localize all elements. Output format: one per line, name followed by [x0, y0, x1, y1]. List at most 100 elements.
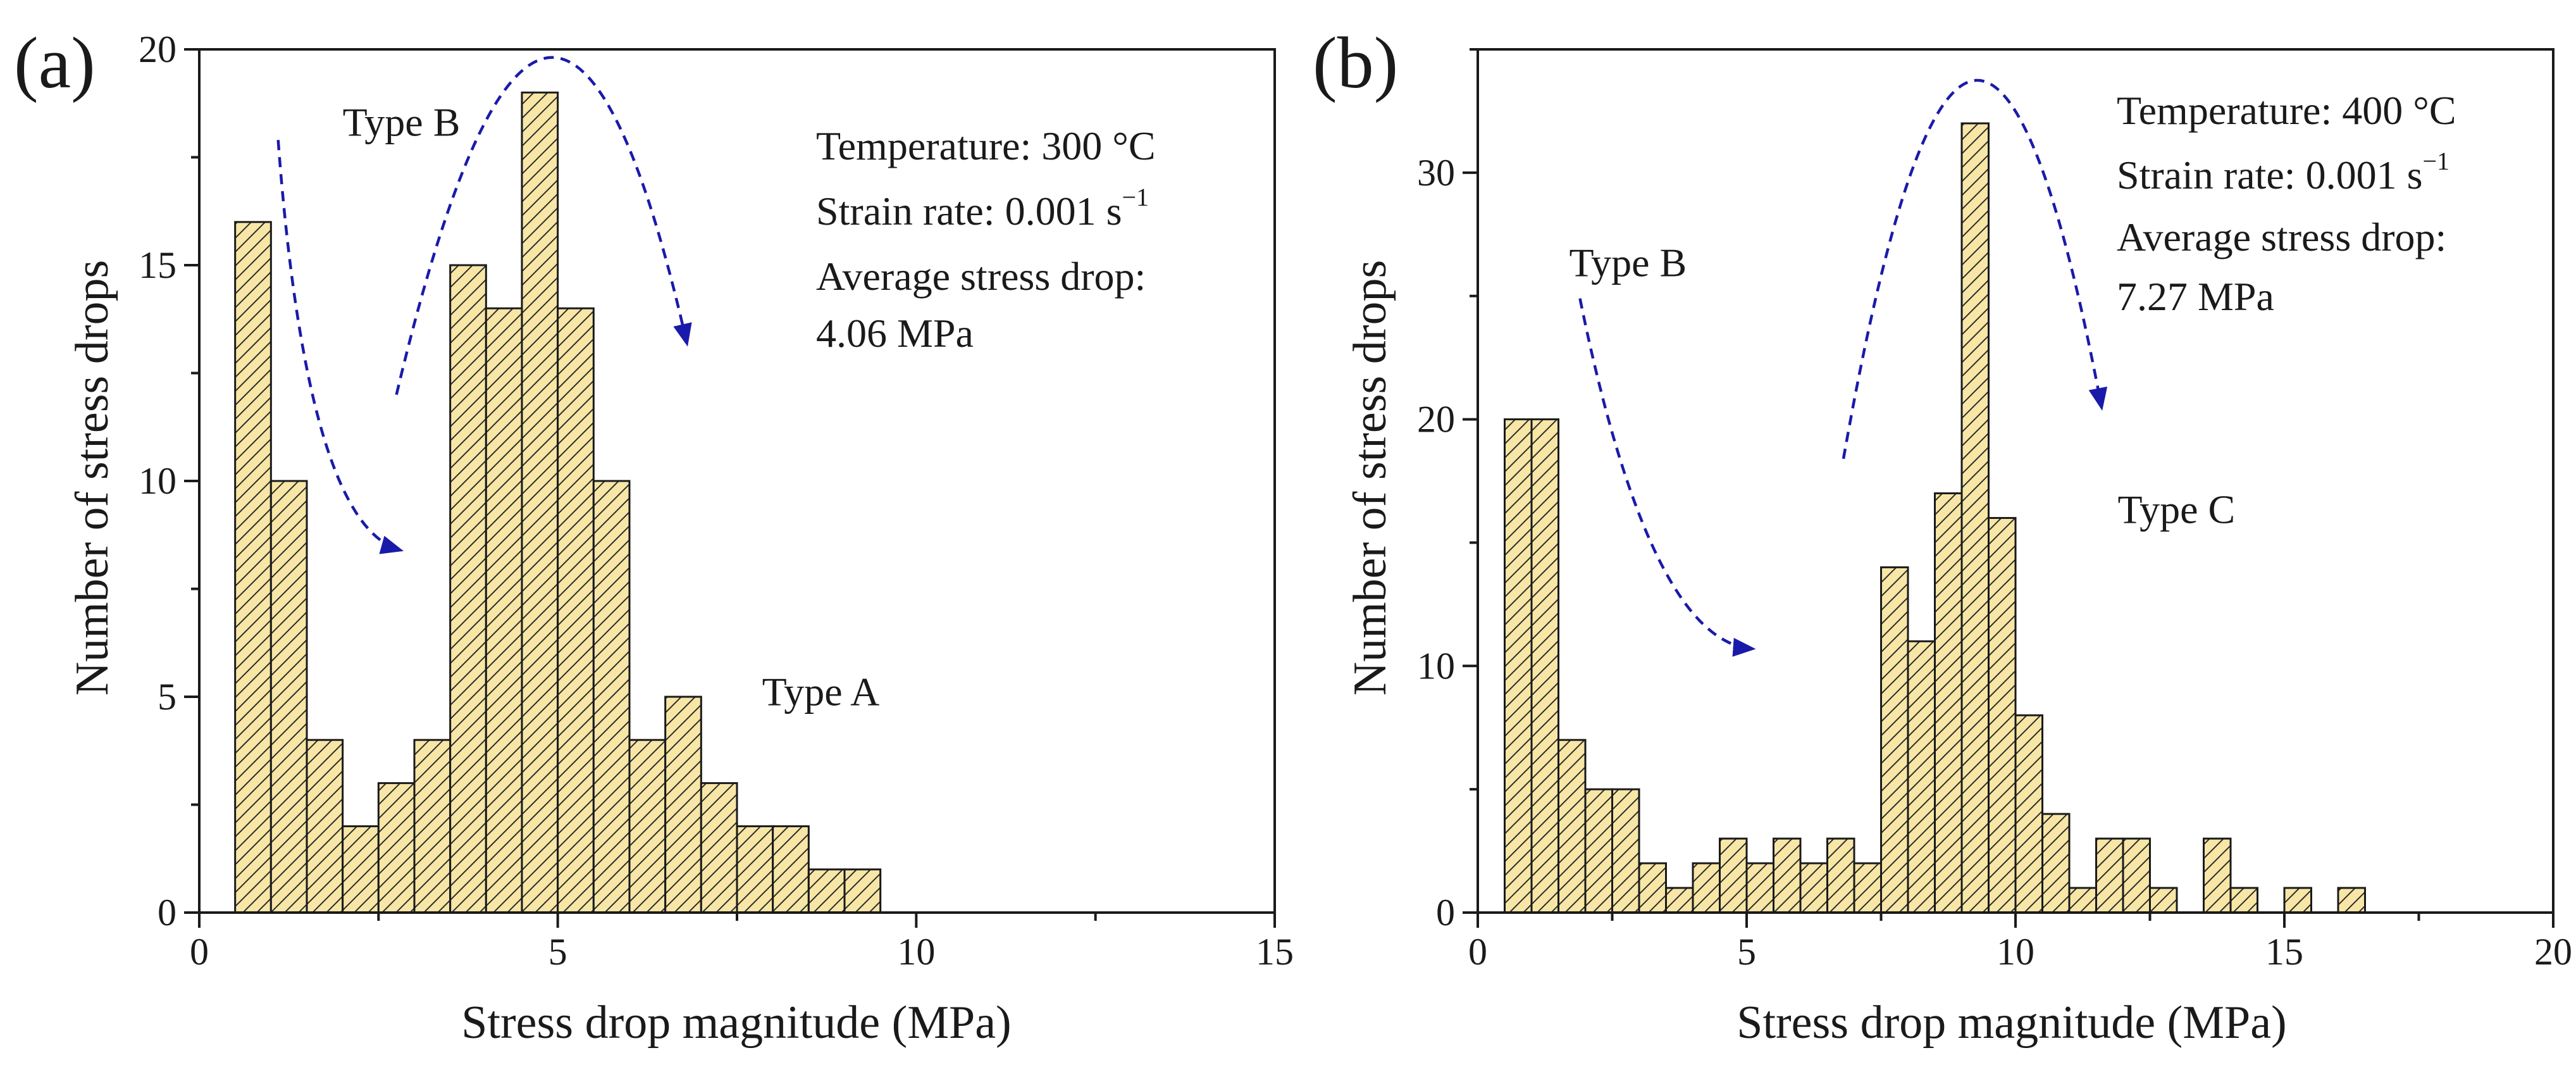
- chart-b-xlabel: Stress drop magnitude (MPa): [1737, 997, 2286, 1049]
- chart-a-bar-11: [628, 739, 667, 914]
- chart-a-info: Temperature: 300 °C Strain rate: 0.001 s…: [816, 123, 1156, 356]
- chart-a-ytick-label-4: 20: [139, 28, 176, 70]
- chart-b-xtick-label-2: 10: [1997, 931, 2034, 973]
- chart-a-strain-rate-exp: −1: [1122, 183, 1149, 211]
- chart-a-bar-0: [234, 221, 272, 914]
- chart-a-bar-3: [342, 825, 380, 914]
- chart-b-bar-10: [1773, 837, 1802, 914]
- chart-b-bar-3: [1584, 788, 1613, 914]
- chart-b-bar-22: [2095, 837, 2124, 914]
- chart-b-arrows: [1578, 78, 2108, 657]
- chart-b-avg-value: 7.27 MPa: [2117, 274, 2274, 319]
- chart-b-bar-25: [2203, 837, 2232, 914]
- chart-b-xtick-label-4: 20: [2534, 931, 2572, 973]
- chart-a-strain-rate-text: Strain rate: 0.001 s: [816, 189, 1122, 234]
- chart-a-xlabel: Stress drop magnitude (MPa): [461, 997, 1011, 1049]
- chart-a-bars: [234, 91, 882, 914]
- chart-b-bar-8: [1719, 837, 1748, 914]
- chart-b-bar-9: [1745, 862, 1774, 914]
- chart-b-annotation-1: Type C: [2118, 487, 2236, 532]
- chart-a-bar-7: [485, 307, 523, 914]
- chart-b-type-b-arrow: [1578, 298, 1756, 657]
- chart-b-bar-13: [1853, 862, 1882, 914]
- chart-a-bar-16: [807, 868, 846, 914]
- chart-b-bar-2: [1557, 739, 1587, 914]
- chart-b-annotations: Type B Type C: [1570, 240, 2236, 532]
- chart-a-avg-label: Average stress drop:: [816, 254, 1146, 299]
- chart-b-bar-18: [1988, 516, 2017, 914]
- chart-a-bar-10: [592, 480, 631, 914]
- chart-b-avg-label: Average stress drop:: [2117, 215, 2446, 259]
- chart-b-bar-4: [1611, 788, 1640, 914]
- chart-a-bar-8: [521, 91, 559, 914]
- chart-a-ytick-label-3: 15: [139, 244, 176, 286]
- chart-a-peak-arrow: [395, 56, 692, 396]
- chart-b-bar-0: [1504, 418, 1533, 914]
- chart-a-ylabel: Number of stress drops: [66, 260, 118, 696]
- chart-a-bar-5: [413, 739, 452, 914]
- chart-a-avg-value: 4.06 MPa: [816, 311, 974, 356]
- chart-b-bar-14: [1880, 566, 1909, 914]
- chart-a-ytick-label-0: 0: [158, 892, 176, 933]
- chart-a-yticks: 0 5 10 15 20: [139, 28, 199, 933]
- chart-a-bar-17: [843, 868, 882, 914]
- chart-a-bar-9: [557, 307, 595, 914]
- chart-a-annotations: Type B Type A: [343, 99, 880, 714]
- chart-a-ytick-label-2: 10: [139, 460, 176, 502]
- chart-a-bar-1: [269, 480, 308, 914]
- chart-a-xtick-label-3: 15: [1256, 931, 1294, 973]
- chart-b-bar-1: [1530, 418, 1559, 914]
- chart-a-xtick-label-2: 10: [897, 931, 935, 973]
- chart-b-bar-27: [2283, 887, 2312, 914]
- chart-b-bar-11: [1799, 862, 1828, 914]
- chart-b-bar-24: [2149, 887, 2178, 914]
- chart-a: (a) Number of stress drops Stress drop m…: [14, 23, 1294, 1049]
- panel-a-label: (a): [14, 23, 96, 104]
- chart-a-xtick-label-1: 5: [548, 931, 567, 973]
- chart-b-bar-23: [2122, 837, 2151, 914]
- chart-a-ytick-label-1: 5: [158, 676, 176, 718]
- chart-a-arrows: [276, 56, 692, 554]
- chart-b-bar-5: [1638, 862, 1667, 914]
- chart-b-ytick-label-1: 10: [1417, 645, 1455, 687]
- chart-a-xtick-label-0: 0: [190, 931, 209, 973]
- chart-a-bar-6: [449, 264, 487, 914]
- chart-a-type-b-arrow: [276, 140, 404, 554]
- chart-a-bar-12: [664, 696, 702, 914]
- chart-a-bar-2: [306, 739, 344, 914]
- chart-b-bar-15: [1907, 640, 1936, 914]
- chart-b-bar-16: [1934, 492, 1963, 914]
- chart-a-annotation-1: Type A: [762, 670, 880, 714]
- chart-b-info: Temperature: 400 °C Strain rate: 0.001 s…: [2117, 88, 2456, 319]
- chart-a-strain-rate: Strain rate: 0.001 s−1: [816, 183, 1149, 234]
- chart-a-bar-4: [377, 782, 416, 914]
- chart-b-bar-28: [2337, 887, 2366, 914]
- chart-b-bar-6: [1665, 887, 1694, 914]
- chart-b-strain-rate: Strain rate: 0.001 s−1: [2117, 147, 2449, 197]
- chart-a-temperature: Temperature: 300 °C: [816, 123, 1156, 168]
- chart-b-ytick-label-2: 20: [1417, 399, 1455, 440]
- chart-a-bar-13: [700, 782, 738, 914]
- chart-b-bar-17: [1960, 122, 1990, 914]
- chart-a-bar-14: [736, 825, 774, 914]
- chart-b-annotation-0: Type B: [1570, 240, 1687, 285]
- chart-b: (b) Number of stress drops Stress drop m…: [1313, 23, 2572, 1049]
- chart-b-peak-arrow: [1842, 78, 2108, 459]
- chart-b-xtick-label-0: 0: [1468, 931, 1487, 973]
- chart-b-bar-7: [1692, 862, 1721, 914]
- chart-b-strain-rate-exp: −1: [2422, 147, 2449, 175]
- chart-b-xticks: 0 5 10 15 20: [1468, 913, 2572, 973]
- chart-b-ytick-label-0: 0: [1436, 892, 1455, 933]
- chart-b-xtick-label-1: 5: [1737, 931, 1756, 973]
- chart-a-bar-15: [772, 825, 810, 914]
- chart-a-xticks: 0 5 10 15: [190, 913, 1294, 973]
- chart-b-ylabel: Number of stress drops: [1344, 260, 1396, 696]
- panel-b-label: (b): [1313, 23, 1398, 104]
- chart-b-ytick-label-3: 30: [1417, 152, 1455, 194]
- chart-b-yticks: 0 10 20 30: [1417, 48, 1478, 933]
- chart-b-bar-26: [2229, 887, 2258, 914]
- chart-b-bar-12: [1826, 837, 1855, 914]
- chart-a-annotation-0: Type B: [343, 99, 461, 144]
- chart-b-bar-20: [2041, 813, 2071, 914]
